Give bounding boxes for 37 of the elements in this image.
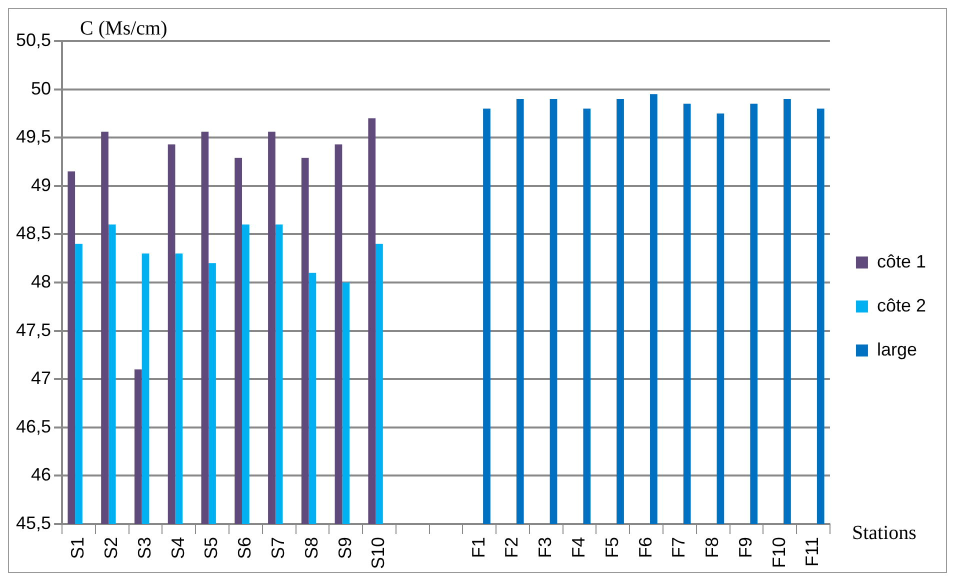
x-axis-title: Stations bbox=[852, 522, 917, 544]
x-tick-label: F7 bbox=[668, 536, 689, 558]
x-tick-label: F4 bbox=[568, 536, 589, 558]
x-tick-label: S6 bbox=[234, 536, 255, 560]
x-tick-label: S7 bbox=[268, 536, 288, 560]
x-tick-label: S2 bbox=[101, 536, 122, 560]
x-tick-label: F1 bbox=[468, 536, 488, 558]
x-tick-label: F5 bbox=[602, 536, 622, 558]
x-tick-label: S8 bbox=[301, 536, 322, 560]
y-tick-label: 49,5 bbox=[16, 126, 52, 147]
x-tick-label: F10 bbox=[768, 536, 789, 568]
x-tick-label: S5 bbox=[201, 536, 222, 560]
legend-label: côte 2 bbox=[876, 295, 926, 316]
y-tick-label: 50,5 bbox=[16, 30, 52, 50]
y-tick-label: 46,5 bbox=[16, 416, 52, 436]
legend-label: côte 1 bbox=[876, 251, 926, 272]
y-tick-label: 47,5 bbox=[16, 320, 52, 340]
legend-label: large bbox=[876, 339, 917, 360]
y-tick-label: 47 bbox=[31, 368, 52, 388]
x-tick-label: F3 bbox=[535, 536, 556, 558]
x-tick-label: F11 bbox=[802, 536, 822, 567]
y-tick-label: 50 bbox=[31, 78, 52, 98]
x-tick-label: S10 bbox=[368, 536, 388, 570]
x-tick-label: S9 bbox=[334, 536, 355, 560]
y-axis-title: C (Ms/cm) bbox=[80, 17, 168, 40]
x-tick-label: S3 bbox=[134, 536, 154, 560]
y-tick-label: 48,5 bbox=[16, 223, 52, 244]
y-tick-label: 45,5 bbox=[16, 512, 52, 533]
y-tick-label: 46 bbox=[31, 464, 52, 485]
x-tick-label: S1 bbox=[68, 536, 88, 560]
x-tick-label: F2 bbox=[502, 536, 522, 558]
x-tick-label: F8 bbox=[702, 536, 722, 558]
y-tick-label: 48 bbox=[31, 271, 52, 292]
x-tick-label: F6 bbox=[635, 536, 656, 558]
x-tick-label: F9 bbox=[735, 536, 756, 558]
y-tick-label: 49 bbox=[31, 174, 52, 195]
x-tick-label: S4 bbox=[168, 536, 188, 560]
